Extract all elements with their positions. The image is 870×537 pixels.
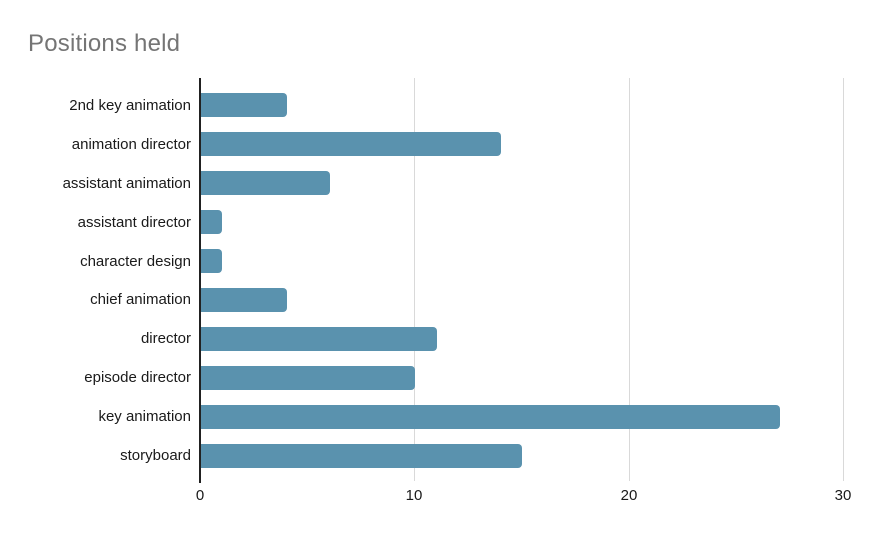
category-label: episode director xyxy=(84,369,191,387)
bar-chief-animation xyxy=(201,287,287,312)
bar-director xyxy=(201,326,437,351)
x-axis-tick-label: 10 xyxy=(405,487,423,504)
category-label: character design xyxy=(80,252,191,270)
gridline-x-30 xyxy=(843,78,844,481)
category-label: storyboard xyxy=(120,447,191,465)
category-label: animation director xyxy=(71,135,191,153)
bar-episode-director xyxy=(201,365,415,390)
category-label: key animation xyxy=(98,408,191,426)
category-label: director xyxy=(140,330,191,348)
gridline-x-10 xyxy=(414,78,415,481)
bar-character-design xyxy=(201,249,222,274)
y-axis-baseline xyxy=(199,78,201,483)
category-label: chief animation xyxy=(90,291,191,309)
chart-title: Positions held xyxy=(28,30,181,57)
bar-assistant-director xyxy=(201,210,222,235)
category-label: 2nd key animation xyxy=(69,96,191,114)
bar-2nd-key-animation xyxy=(201,93,287,118)
x-axis-tick-label: 30 xyxy=(834,487,852,504)
category-label: assistant director xyxy=(77,213,191,231)
bar-assistant-animation xyxy=(201,171,330,196)
gridline-x-20 xyxy=(629,78,630,481)
bar-key-animation xyxy=(201,404,780,429)
bar-animation-director xyxy=(201,132,501,157)
x-axis-tick-label: 0 xyxy=(195,487,205,504)
x-axis-tick-label: 20 xyxy=(620,487,638,504)
bar-storyboard xyxy=(201,443,522,468)
category-label: assistant animation xyxy=(62,174,191,192)
